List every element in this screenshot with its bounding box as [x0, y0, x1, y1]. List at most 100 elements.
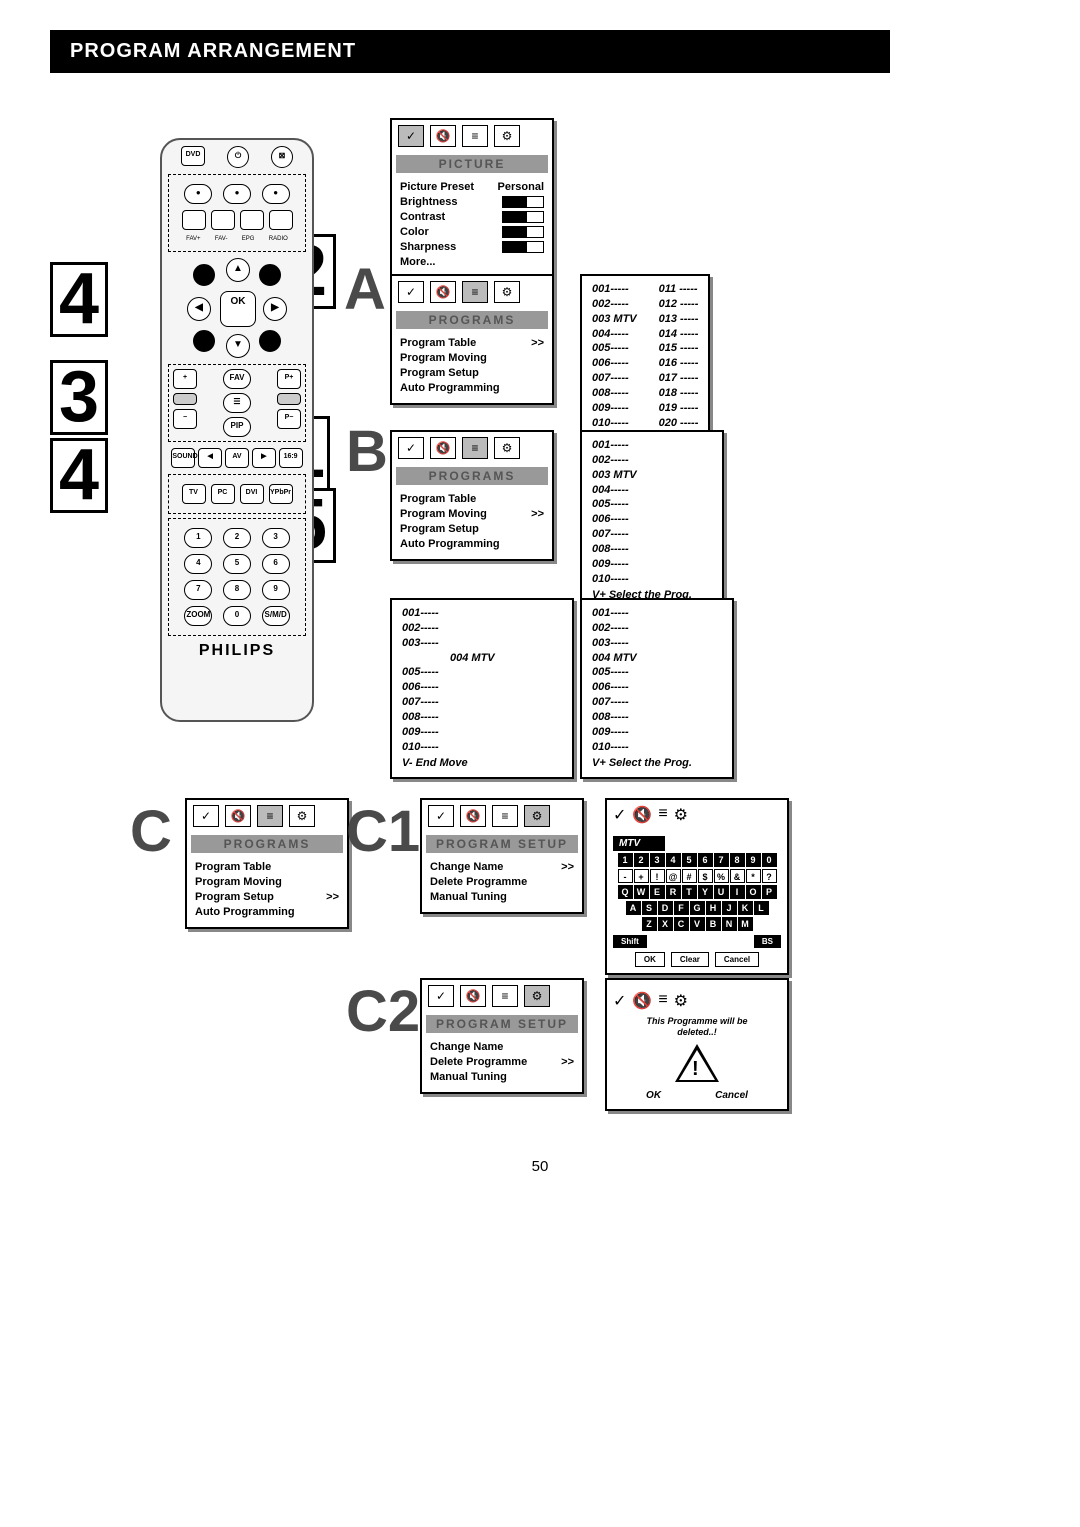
kb-key[interactable]: 7 — [714, 853, 729, 867]
menu-item[interactable]: Auto Programming — [400, 380, 544, 395]
remote-num-3[interactable]: 3 — [262, 528, 290, 548]
kb-key[interactable]: % — [714, 869, 729, 883]
menu-icon[interactable]: ≡ — [492, 985, 518, 1007]
remote-right[interactable]: ▶ — [263, 297, 287, 321]
kb-key[interactable]: Y — [698, 885, 713, 899]
remote-small-1[interactable] — [182, 210, 206, 230]
kb-key[interactable]: 5 — [682, 853, 697, 867]
kb-key[interactable]: ! — [650, 869, 665, 883]
sound-icon[interactable]: 🔇 — [632, 805, 652, 825]
kb-key[interactable]: 0 — [762, 853, 777, 867]
remote-menu[interactable]: ☰ — [223, 393, 251, 413]
settings-icon[interactable]: ⚙ — [674, 991, 688, 1011]
kb-key[interactable]: Z — [642, 917, 657, 931]
remote-corner-br-icon[interactable] — [259, 330, 281, 352]
picture-icon[interactable]: ✓ — [398, 125, 424, 147]
settings-icon[interactable]: ⚙ — [289, 805, 315, 827]
sound-icon[interactable]: 🔇 — [225, 805, 251, 827]
menu-icon[interactable]: ≡ — [462, 437, 488, 459]
remote-num-8[interactable]: 8 — [223, 580, 251, 600]
picture-icon[interactable]: ✓ — [193, 805, 219, 827]
settings-icon[interactable]: ⚙ — [494, 281, 520, 303]
kb-cancel[interactable]: Cancel — [715, 952, 759, 967]
menu-item[interactable]: Change Name — [430, 1039, 574, 1054]
menu-item[interactable]: Program Setup — [400, 365, 544, 380]
menu-item[interactable]: Color — [400, 224, 544, 239]
remote-pip[interactable]: PIP — [223, 417, 251, 437]
kb-key[interactable]: $ — [698, 869, 713, 883]
kb-key[interactable]: 4 — [666, 853, 681, 867]
remote-corner-tr-icon[interactable] — [259, 264, 281, 286]
menu-item[interactable]: Picture PresetPersonal — [400, 179, 544, 194]
remote-num-S/M/D[interactable]: S/M/D — [262, 606, 290, 626]
menu-item[interactable]: Sharpness — [400, 239, 544, 254]
menu-icon[interactable]: ≡ — [257, 805, 283, 827]
kb-key[interactable]: 8 — [730, 853, 745, 867]
kb-key[interactable]: R — [666, 885, 681, 899]
remote-src-btn[interactable]: YPbPr — [269, 484, 293, 504]
menu-item[interactable]: Program Moving>> — [400, 506, 544, 521]
menu-item[interactable]: Contrast — [400, 209, 544, 224]
menu-icon[interactable]: ≡ — [658, 991, 667, 1011]
kb-key[interactable]: F — [674, 901, 689, 915]
kb-key[interactable]: 6 — [698, 853, 713, 867]
kb-key[interactable]: N — [722, 917, 737, 931]
menu-item[interactable]: Change Name>> — [430, 859, 574, 874]
kb-key[interactable]: Q — [618, 885, 633, 899]
remote-av-btn[interactable]: SOUND — [171, 448, 195, 468]
remote-corner-bl-icon[interactable] — [193, 330, 215, 352]
remote-fav[interactable]: FAV — [223, 369, 251, 389]
remote-color-y[interactable]: ● — [262, 184, 290, 204]
menu-item[interactable]: Auto Programming — [400, 536, 544, 551]
remote-src-btn[interactable]: TV — [182, 484, 206, 504]
kb-key[interactable]: M — [738, 917, 753, 931]
kb-key[interactable]: + — [634, 869, 649, 883]
settings-icon[interactable]: ⚙ — [524, 805, 550, 827]
menu-item[interactable]: Manual Tuning — [430, 1069, 574, 1084]
remote-av-btn[interactable]: ◀ — [198, 448, 222, 468]
picture-icon[interactable]: ✓ — [613, 805, 626, 825]
remote-btn[interactable]: ⊠ — [271, 146, 293, 168]
kb-key[interactable]: X — [658, 917, 673, 931]
menu-item[interactable]: Brightness — [400, 194, 544, 209]
remote-small-4[interactable] — [269, 210, 293, 230]
remote-num-9[interactable]: 9 — [262, 580, 290, 600]
menu-item[interactable]: Program Moving — [195, 874, 339, 889]
remote-left[interactable]: ◀ — [187, 297, 211, 321]
kb-key[interactable]: O — [746, 885, 761, 899]
menu-item[interactable]: Program Setup — [400, 521, 544, 536]
warning-cancel[interactable]: Cancel — [715, 1090, 748, 1101]
remote-num-ZOOM[interactable]: ZOOM — [184, 606, 212, 626]
kb-key[interactable]: ? — [762, 869, 777, 883]
sound-icon[interactable]: 🔇 — [460, 805, 486, 827]
picture-icon[interactable]: ✓ — [398, 437, 424, 459]
remote-vol-down[interactable]: − — [173, 409, 197, 429]
sound-icon[interactable]: 🔇 — [430, 281, 456, 303]
kb-key[interactable]: K — [738, 901, 753, 915]
kb-shift[interactable]: Shift — [613, 935, 647, 948]
menu-item[interactable]: More... — [400, 254, 544, 269]
remote-av-btn[interactable]: ▶ — [252, 448, 276, 468]
menu-item[interactable]: Program Moving — [400, 350, 544, 365]
menu-icon[interactable]: ≡ — [462, 125, 488, 147]
menu-item[interactable]: Program Setup>> — [195, 889, 339, 904]
kb-key[interactable]: * — [746, 869, 761, 883]
settings-icon[interactable]: ⚙ — [494, 125, 520, 147]
kb-key[interactable]: & — [730, 869, 745, 883]
remote-src-btn[interactable]: DVI — [240, 484, 264, 504]
menu-item[interactable]: Delete Programme — [430, 874, 574, 889]
menu-item[interactable]: Program Table — [195, 859, 339, 874]
remote-dvd[interactable]: DVD — [181, 146, 205, 166]
kb-key[interactable]: - — [618, 869, 633, 883]
remote-vol-up[interactable]: + — [173, 369, 197, 389]
kb-key[interactable]: D — [658, 901, 673, 915]
menu-item[interactable]: Manual Tuning — [430, 889, 574, 904]
menu-icon[interactable]: ≡ — [658, 805, 667, 825]
remote-ok[interactable]: OK — [220, 291, 256, 327]
kb-key[interactable]: G — [690, 901, 705, 915]
picture-icon[interactable]: ✓ — [428, 985, 454, 1007]
kb-key[interactable]: 2 — [634, 853, 649, 867]
remote-num-1[interactable]: 1 — [184, 528, 212, 548]
kb-bs[interactable]: BS — [754, 935, 781, 948]
kb-key[interactable]: E — [650, 885, 665, 899]
